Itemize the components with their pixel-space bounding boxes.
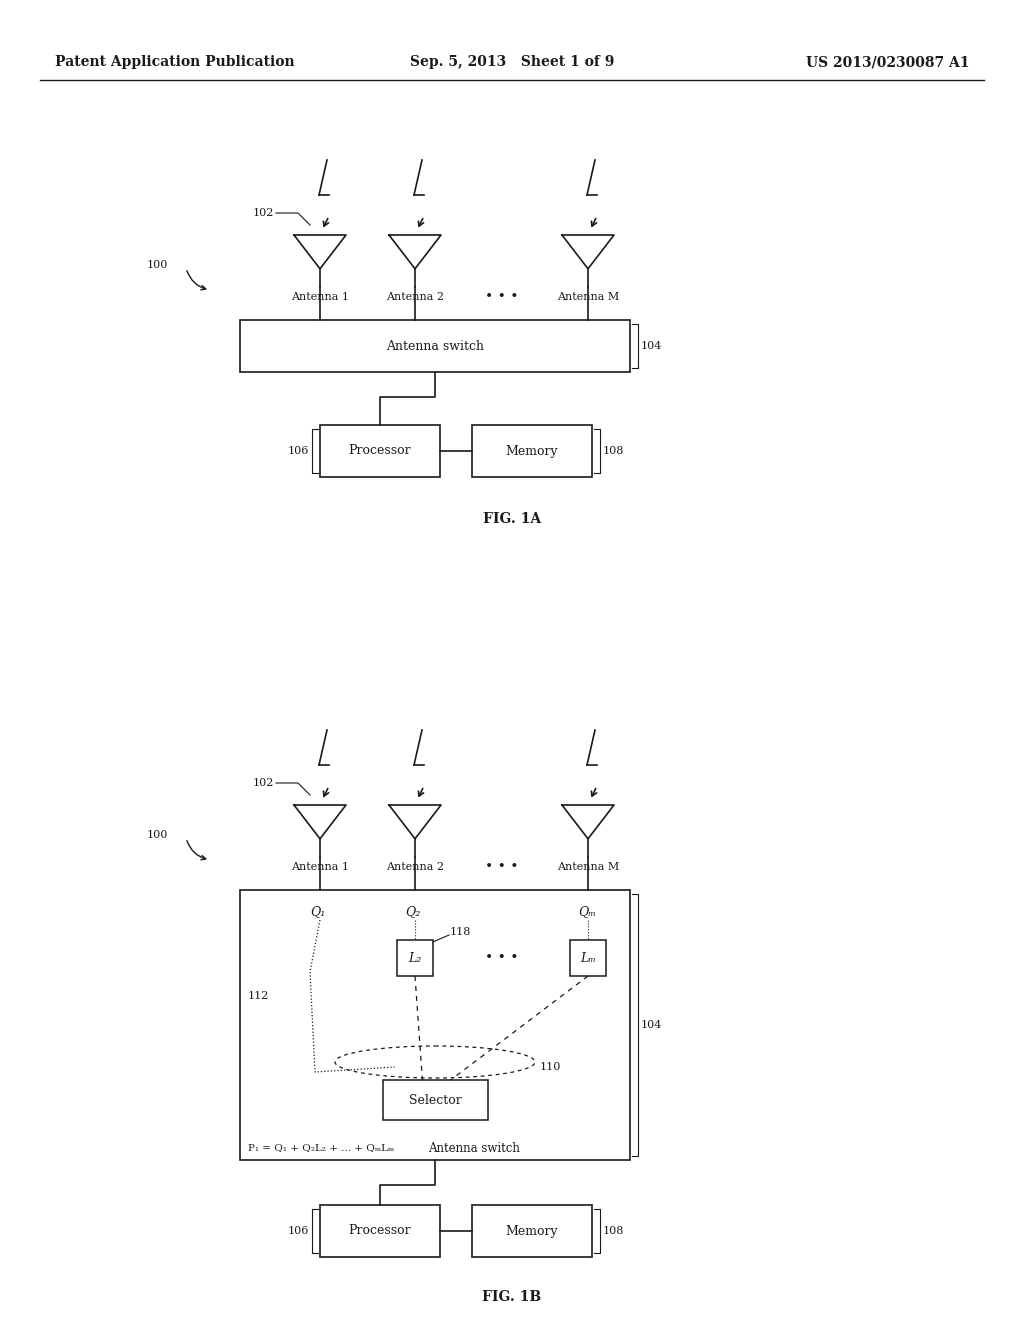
Text: Antenna M: Antenna M <box>557 292 620 302</box>
Text: 100: 100 <box>146 830 168 840</box>
Bar <box>319 425 440 477</box>
Text: • • •: • • • <box>484 861 518 874</box>
Text: Q₁: Q₁ <box>310 906 326 919</box>
Text: 104: 104 <box>641 341 663 351</box>
Text: 102: 102 <box>253 777 274 788</box>
Text: Antenna 2: Antenna 2 <box>386 862 444 873</box>
Text: Antenna 2: Antenna 2 <box>386 292 444 302</box>
Text: Antenna 1: Antenna 1 <box>291 862 349 873</box>
Text: Antenna switch: Antenna switch <box>386 339 484 352</box>
Text: Selector: Selector <box>409 1093 462 1106</box>
Text: P₁ = Q₁ + Q₂L₂ + ... + QₘLₘ: P₁ = Q₁ + Q₂L₂ + ... + QₘLₘ <box>248 1143 394 1152</box>
Text: Processor: Processor <box>349 445 412 458</box>
Text: Memory: Memory <box>506 1225 558 1238</box>
Text: 104: 104 <box>641 1020 663 1030</box>
Text: FIG. 1A: FIG. 1A <box>483 512 541 525</box>
Text: 108: 108 <box>603 446 625 455</box>
Text: Memory: Memory <box>506 445 558 458</box>
Text: Lₘ: Lₘ <box>580 952 596 965</box>
Text: 112: 112 <box>248 991 269 1001</box>
Text: 110: 110 <box>540 1063 561 1072</box>
Bar <box>570 940 606 975</box>
Bar <box>319 1205 440 1257</box>
Text: Processor: Processor <box>349 1225 412 1238</box>
Text: 118: 118 <box>450 927 471 937</box>
Text: 106: 106 <box>288 1226 309 1236</box>
Text: 100: 100 <box>146 260 168 271</box>
Text: Patent Application Publication: Patent Application Publication <box>55 55 295 69</box>
Text: • • •: • • • <box>484 290 518 304</box>
Text: 102: 102 <box>253 209 274 218</box>
Text: L₂: L₂ <box>409 952 422 965</box>
Text: Antenna 1: Antenna 1 <box>291 292 349 302</box>
Bar <box>472 1205 592 1257</box>
Text: Antenna switch: Antenna switch <box>428 1142 520 1155</box>
Text: Sep. 5, 2013   Sheet 1 of 9: Sep. 5, 2013 Sheet 1 of 9 <box>410 55 614 69</box>
Text: Antenna M: Antenna M <box>557 862 620 873</box>
Text: 106: 106 <box>288 446 309 455</box>
Text: Q₂: Q₂ <box>406 906 420 919</box>
Text: FIG. 1B: FIG. 1B <box>482 1290 542 1304</box>
Bar <box>472 425 592 477</box>
Text: US 2013/0230087 A1: US 2013/0230087 A1 <box>807 55 970 69</box>
Text: • • •: • • • <box>484 950 518 965</box>
Text: 108: 108 <box>603 1226 625 1236</box>
Bar <box>397 940 433 975</box>
Bar <box>240 319 630 372</box>
Text: Qₘ: Qₘ <box>578 906 596 919</box>
Bar <box>383 1080 487 1119</box>
Bar <box>240 890 630 1160</box>
